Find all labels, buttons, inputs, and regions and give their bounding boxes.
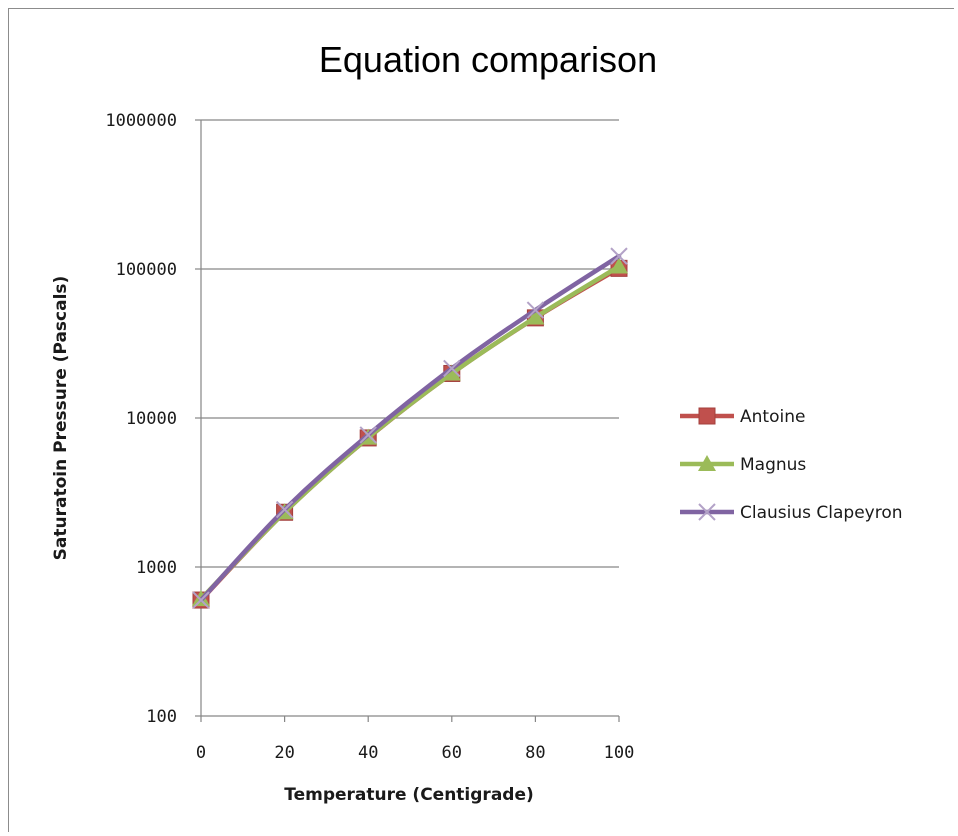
data-point: [192, 591, 210, 609]
series-line: [198, 253, 622, 603]
y-tick-label: 100000: [116, 260, 177, 280]
y-tick-label: 10000: [126, 409, 177, 429]
y-axis-ticks: 100 1000 10000 100000 1000000: [105, 111, 201, 727]
data-point: [610, 257, 628, 274]
data-point: [526, 301, 545, 319]
x-axis-ticks: 0 20 40 60 80 100: [196, 716, 634, 763]
chart-frame: [8, 8, 954, 832]
legend-entry: Antoine: [680, 407, 805, 427]
x-axis-title: Temperature (Centigrade): [284, 785, 534, 805]
legend-label: Clausius Clapeyron: [740, 503, 903, 523]
legend-label: Antoine: [740, 407, 805, 427]
legend-marker: [698, 455, 716, 471]
chart-title: Equation comparison: [319, 39, 657, 80]
data-point: [443, 359, 461, 378]
legend: Antoine Magnus Clausius Clapeyron: [680, 407, 903, 523]
legend-label: Magnus: [740, 455, 806, 475]
data-point: [275, 500, 294, 519]
series-antoine: [192, 259, 628, 609]
y-tick-label: 100: [146, 707, 177, 727]
x-tick-label: 100: [604, 743, 635, 763]
series-magnus: [192, 257, 628, 606]
gridlines: [201, 119, 619, 568]
series-clausius-clapeyron: [192, 247, 628, 609]
x-tick-label: 40: [358, 743, 378, 763]
legend-entry: Clausius Clapeyron: [680, 503, 903, 523]
y-tick-label: 1000000: [105, 111, 177, 131]
y-tick-label: 1000: [136, 558, 177, 578]
legend-marker: [698, 503, 716, 521]
legend-entry: Magnus: [680, 455, 806, 475]
data-point: [526, 308, 545, 325]
x-tick-label: 20: [274, 743, 294, 763]
legend-marker: [698, 407, 716, 425]
series-line: [198, 264, 622, 602]
data-point: [442, 364, 461, 381]
data-point: [610, 247, 628, 265]
data-point: [359, 426, 377, 444]
x-tick-label: 80: [525, 743, 545, 763]
x-tick-label: 0: [196, 743, 206, 763]
y-axis-title: Saturatoin Pressure (Pascals): [51, 276, 71, 561]
x-tick-label: 60: [442, 743, 462, 763]
data-series: [192, 247, 628, 609]
series-line: [198, 266, 622, 603]
